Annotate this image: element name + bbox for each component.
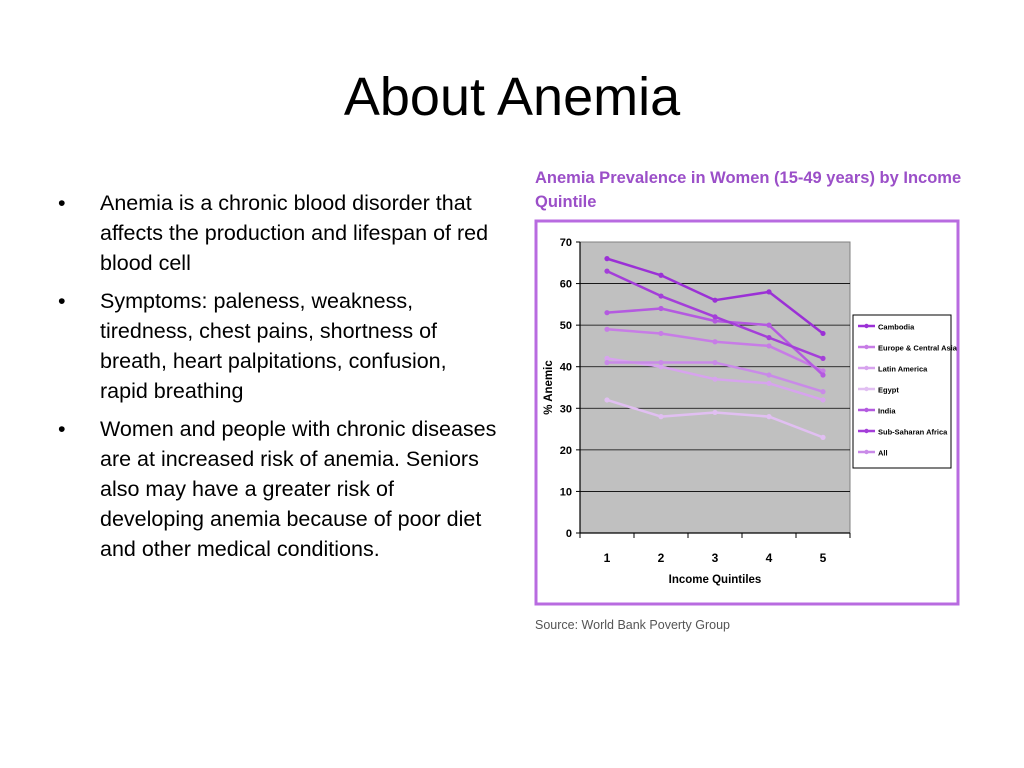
data-point	[820, 330, 826, 337]
x-tick-label: 5	[820, 551, 827, 565]
bullet-text: Symptoms: paleness, weakness, tiredness,…	[100, 289, 447, 403]
bullet-marker: •	[58, 289, 66, 313]
data-point	[766, 414, 772, 420]
bullet-item: • Anemia is a chronic blood disorder tha…	[58, 188, 498, 278]
bullet-marker: •	[58, 191, 66, 215]
y-axis-label: % Anemic	[543, 360, 555, 415]
data-point	[604, 268, 610, 274]
data-point	[712, 339, 718, 345]
bullet-marker: •	[58, 417, 66, 441]
x-tick-label: 3	[712, 551, 719, 565]
legend-entry: Latin America	[878, 365, 928, 374]
data-point	[712, 318, 718, 324]
legend-swatch-marker	[864, 365, 869, 371]
legend-swatch-marker	[864, 449, 869, 455]
legend-swatch-marker	[864, 386, 869, 392]
anemia-line-chart: 0 10 20 30 40 50 60 70 1 2 3 4 5 Income Quintiles % An…	[534, 219, 960, 606]
data-point	[604, 310, 610, 316]
plot-area	[579, 241, 851, 534]
data-point	[820, 372, 826, 378]
y-tick-label: 50	[560, 320, 572, 332]
y-tick-label: 20	[560, 445, 572, 457]
data-point	[766, 380, 772, 386]
data-point	[712, 409, 718, 416]
x-tick-label: 2	[658, 551, 665, 565]
data-point	[658, 364, 664, 370]
legend-entry: India	[878, 407, 896, 416]
data-point	[712, 314, 718, 320]
y-tick-label: 70	[560, 237, 572, 249]
legend-swatch-marker	[864, 323, 869, 329]
legend-entry: Europe & Central Asia	[878, 344, 958, 353]
legend-swatch-marker	[864, 344, 869, 350]
data-point	[712, 359, 718, 366]
data-point	[658, 272, 664, 278]
data-point	[604, 326, 610, 332]
data-point	[604, 355, 610, 361]
data-point	[658, 293, 664, 299]
x-axis-label: Income Quintiles	[669, 574, 762, 586]
x-tick-label: 4	[766, 551, 773, 565]
source-note: Source: World Bank Poverty Group	[535, 618, 730, 632]
bullet-text: Women and people with chronic diseases a…	[100, 417, 497, 561]
data-point	[658, 330, 664, 337]
data-point	[604, 256, 610, 262]
data-point	[658, 414, 664, 420]
bullet-item: • Symptoms: paleness, weakness, tirednes…	[58, 286, 498, 406]
data-point	[658, 359, 664, 366]
legend-entry: Sub-Saharan Africa	[878, 428, 948, 437]
chart-title: Anemia Prevalence in Women (15-49 years)…	[535, 169, 962, 211]
data-point	[712, 297, 718, 303]
slide-title: About Anemia	[343, 67, 681, 127]
legend-box	[852, 314, 952, 469]
bullet-list: • Anemia is a chronic blood disorder tha…	[58, 188, 498, 572]
data-point	[820, 355, 826, 361]
y-tick-label: 60	[560, 279, 572, 291]
data-point	[712, 376, 718, 382]
data-point	[766, 343, 772, 349]
data-point	[766, 372, 772, 378]
data-point	[658, 305, 664, 312]
data-point	[604, 397, 610, 403]
data-point	[604, 359, 610, 366]
data-point	[820, 397, 826, 403]
data-point	[766, 289, 772, 295]
y-tick-label: 30	[560, 403, 572, 415]
legend-entry: All	[878, 449, 888, 458]
data-point	[766, 335, 772, 341]
y-tick-label: 40	[560, 362, 572, 374]
y-tick-label: 10	[560, 486, 572, 498]
x-tick-label: 1	[604, 551, 611, 565]
y-tick-label: 0	[566, 528, 572, 540]
legend-entry: Cambodia	[878, 323, 915, 332]
legend-entry: Egypt	[878, 386, 899, 395]
bullet-item: • Women and people with chronic diseases…	[58, 414, 498, 564]
legend-swatch-marker	[864, 428, 869, 434]
legend-swatch-marker	[864, 407, 869, 413]
data-point	[820, 434, 826, 440]
data-point	[766, 322, 772, 328]
bullet-text: Anemia is a chronic blood disorder that …	[100, 191, 489, 275]
data-point	[820, 389, 826, 395]
